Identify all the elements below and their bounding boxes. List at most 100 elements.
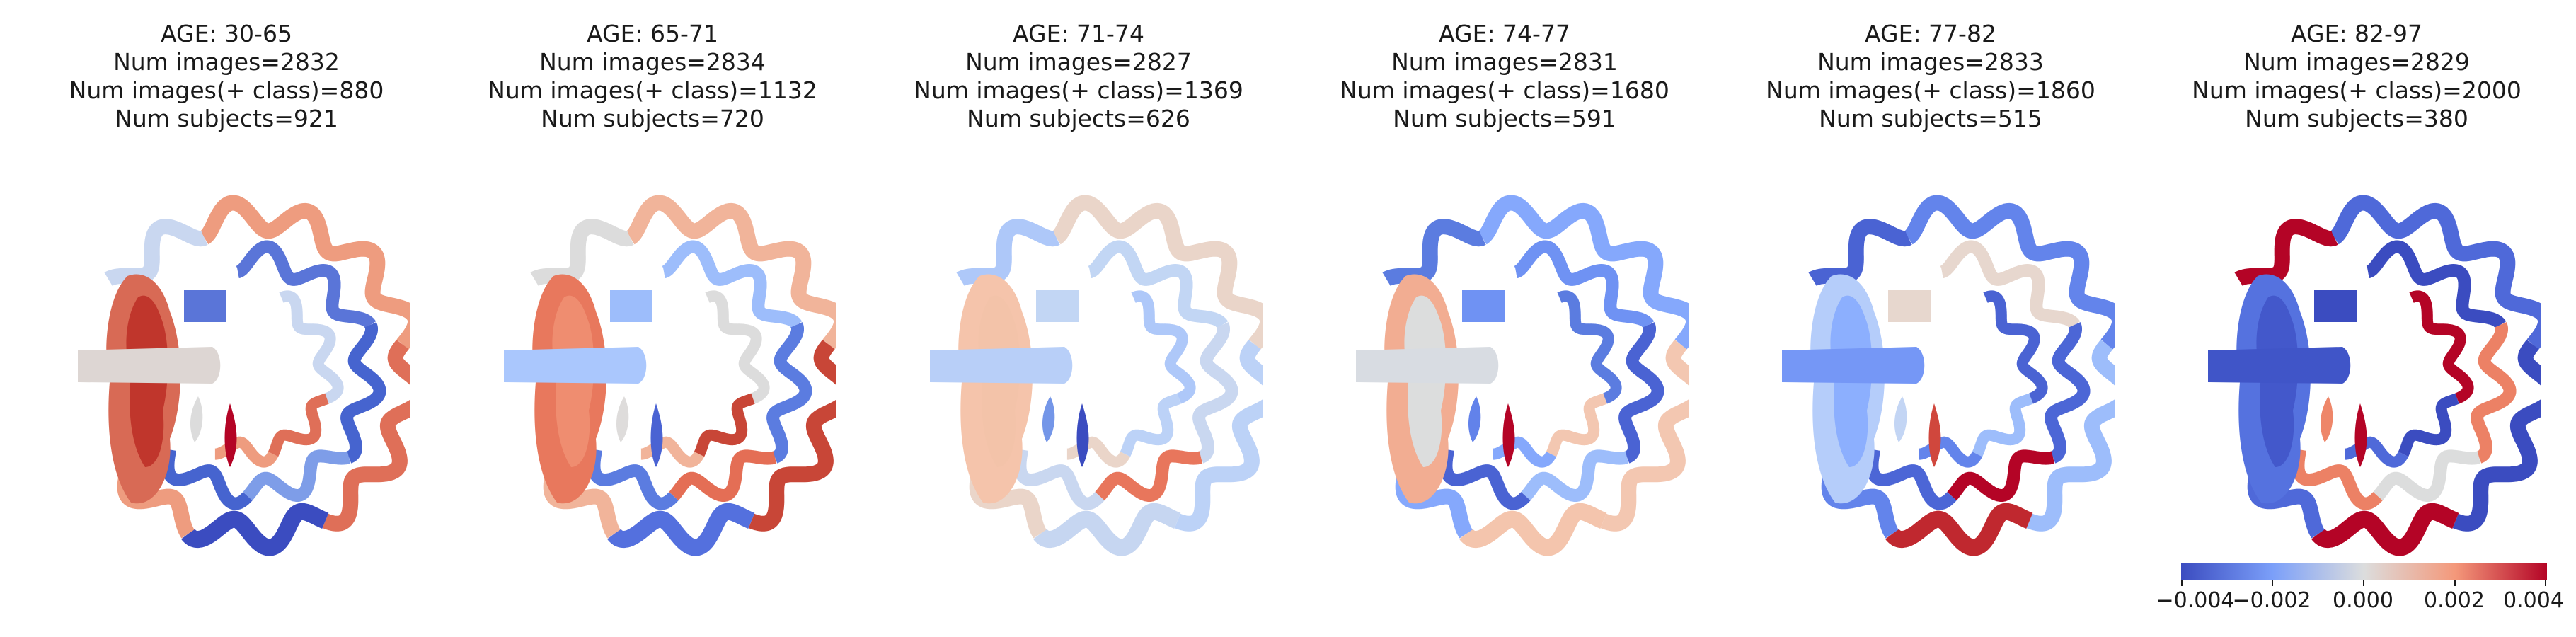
panel-title-line-images-pos: Num images(+ class)=1132 bbox=[488, 76, 817, 104]
panel-title-line-age: AGE: 77-82 bbox=[1865, 20, 1996, 47]
colorbar-tick-label: 0.000 bbox=[2333, 588, 2393, 613]
cortical-region bbox=[232, 240, 376, 331]
colorbar-tick bbox=[2454, 580, 2456, 586]
cortical-region bbox=[1805, 219, 1916, 287]
cortical-region bbox=[953, 219, 1064, 287]
cortical-region bbox=[745, 338, 836, 532]
cortical-region bbox=[1171, 338, 1263, 532]
cortical-region bbox=[1902, 195, 2115, 350]
cortical-region bbox=[277, 290, 344, 404]
colorbar-tick bbox=[2272, 580, 2273, 586]
cortical-region bbox=[1936, 240, 2081, 331]
cortical-region bbox=[242, 449, 355, 502]
panel-title: AGE: 77-82 Num images=2833 Num images(+ cl… bbox=[1747, 20, 2115, 133]
panel-age-group: AGE: 71-74 Num images=2827 Num images(+ cl… bbox=[895, 0, 1263, 637]
cortical-region bbox=[1865, 444, 1958, 510]
cortical-region bbox=[2023, 338, 2115, 532]
panel-title: AGE: 65-71 Num images=2834 Num images(+ cl… bbox=[468, 20, 836, 133]
inner-structure bbox=[2314, 290, 2357, 322]
cortical-region bbox=[658, 240, 803, 331]
panel-title-line-age: AGE: 30-65 bbox=[161, 20, 292, 47]
cortical-region bbox=[1084, 240, 1229, 331]
cortical-region bbox=[1981, 290, 2048, 404]
panel-age-group: AGE: 30-65 Num images=2832 Num images(+ cl… bbox=[42, 0, 410, 637]
cortical-region bbox=[101, 219, 212, 287]
inner-structure bbox=[1894, 396, 1907, 442]
cortical-region bbox=[1510, 240, 1655, 331]
brain-slice-map bbox=[1782, 195, 2115, 556]
cortical-region bbox=[2340, 436, 2409, 468]
cortical-region bbox=[197, 195, 410, 350]
panel-age-group: AGE: 65-71 Num images=2834 Num images(+ cl… bbox=[468, 0, 836, 637]
cortical-region bbox=[1476, 195, 1689, 350]
panel-title-line-images-pos: Num images(+ class)=1680 bbox=[1340, 76, 1669, 104]
panel-title: AGE: 82-97 Num images=2829 Num images(+ cl… bbox=[2173, 20, 2541, 133]
inner-structure bbox=[190, 396, 203, 442]
cortical-region bbox=[1050, 195, 1263, 350]
cortical-region bbox=[2231, 219, 2342, 287]
cortical-region bbox=[2328, 195, 2541, 350]
cortical-region bbox=[1032, 503, 1185, 556]
panel-title-line-subjects: Num subjects=380 bbox=[2245, 105, 2468, 132]
cortical-region bbox=[1597, 338, 1689, 532]
cortical-region bbox=[1458, 503, 1611, 556]
colorbar-tick-label: −0.002 bbox=[2232, 588, 2311, 613]
inner-structure bbox=[184, 290, 226, 322]
panel-title-line-images-pos: Num images(+ class)=1369 bbox=[914, 76, 1243, 104]
panel-title: AGE: 71-74 Num images=2827 Num images(+ cl… bbox=[895, 20, 1263, 133]
panel-title-line-age: AGE: 65-71 bbox=[587, 20, 718, 47]
cortical-region bbox=[1946, 449, 2059, 502]
inner-structure bbox=[1468, 396, 1481, 442]
cortical-region bbox=[1520, 449, 1633, 502]
panel-title-line-age: AGE: 82-97 bbox=[2291, 20, 2422, 47]
brain-slice-map bbox=[930, 195, 1263, 556]
panel-title-line-images-pos: Num images(+ class)=1860 bbox=[1766, 76, 2095, 104]
cortical-region bbox=[2471, 318, 2517, 464]
panel-title-line-subjects: Num subjects=515 bbox=[1819, 105, 2042, 132]
cortical-region bbox=[1555, 290, 1622, 404]
inner-structure bbox=[616, 396, 629, 442]
cortical-region bbox=[1546, 393, 1610, 459]
cortical-region bbox=[1488, 436, 1557, 468]
inner-structure bbox=[1076, 403, 1089, 467]
central-region bbox=[2208, 347, 2351, 384]
cortical-region bbox=[1129, 290, 1196, 404]
cortical-region bbox=[527, 219, 638, 287]
brain-slice-map bbox=[78, 195, 410, 556]
cortical-region bbox=[340, 318, 386, 464]
cortical-region bbox=[766, 318, 812, 464]
cortical-region bbox=[2310, 503, 2463, 556]
cortical-region bbox=[1618, 318, 1664, 464]
panel-title-line-images-pos: Num images(+ class)=2000 bbox=[2192, 76, 2522, 104]
panel-title-line-subjects: Num subjects=626 bbox=[967, 105, 1190, 132]
cortical-region bbox=[2449, 338, 2541, 532]
colorbar-tick bbox=[2181, 580, 2183, 586]
panel-title-line-subjects: Num subjects=921 bbox=[115, 105, 338, 132]
inner-structure bbox=[650, 403, 663, 467]
cortical-region bbox=[2292, 444, 2384, 510]
panel-title: AGE: 74-77 Num images=2831 Num images(+ cl… bbox=[1321, 20, 1689, 133]
cortical-region bbox=[1914, 436, 1983, 468]
cortical-region bbox=[1972, 393, 2036, 459]
cortical-region bbox=[1094, 449, 1207, 502]
panel-title-line-age: AGE: 71-74 bbox=[1013, 20, 1144, 47]
cortical-region bbox=[180, 503, 333, 556]
panel-title-line-images: Num images=2834 bbox=[539, 48, 766, 76]
cortical-region bbox=[606, 503, 759, 556]
colorbar: −0.004 −0.002 0.000 0.002 0.004 bbox=[2156, 563, 2564, 619]
inner-structure bbox=[224, 403, 237, 467]
cortical-region bbox=[623, 195, 836, 350]
inner-structure bbox=[610, 290, 652, 322]
panel-age-group: AGE: 82-97 Num images=2829 Num images(+ cl… bbox=[2173, 0, 2541, 637]
panel-age-group: AGE: 74-77 Num images=2831 Num images(+ cl… bbox=[1321, 0, 1689, 637]
inner-structure bbox=[1462, 290, 1505, 322]
brain-slice-map bbox=[2208, 195, 2541, 556]
colorbar-tick-label: −0.004 bbox=[2156, 588, 2235, 613]
panel-age-group: AGE: 77-82 Num images=2833 Num images(+ cl… bbox=[1747, 0, 2115, 637]
cortical-region bbox=[636, 436, 705, 468]
central-region bbox=[1782, 347, 1925, 384]
colorbar-tick bbox=[2363, 580, 2364, 586]
panel-title-line-images: Num images=2831 bbox=[1391, 48, 1618, 76]
cortical-region bbox=[2407, 290, 2474, 404]
central-region bbox=[504, 347, 647, 384]
